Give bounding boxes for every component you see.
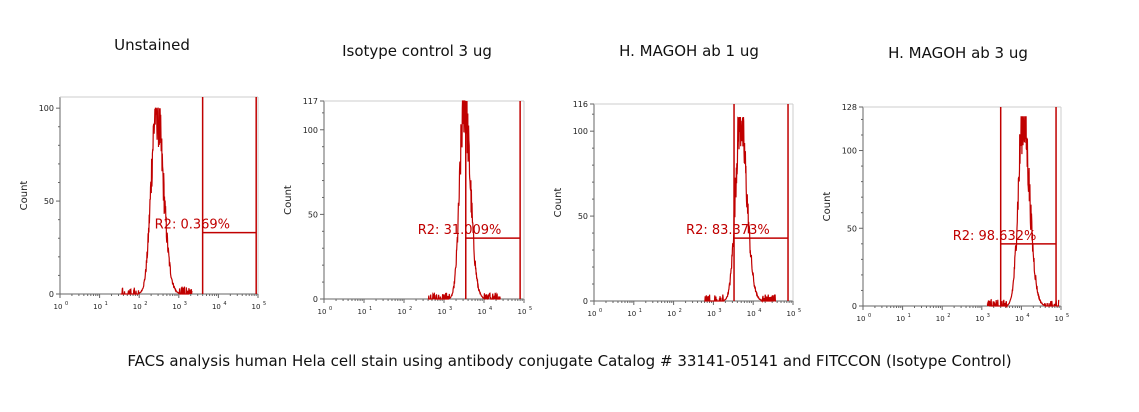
x-tick-exponent: 2 [679,308,682,314]
x-tick-exponent: 1 [639,308,642,314]
y-axis-label: Count [283,185,294,215]
y-max-label: 128 [842,103,857,112]
y-tick-label: 100 [303,126,318,135]
x-tick-label: 10 [478,308,487,316]
x-tick-label: 10 [588,310,597,318]
x-tick-label: 10 [54,303,63,311]
y-axis-label: Count [822,192,833,222]
gate-percentage-label: R2: 83.373% [686,223,770,238]
x-tick-label: 10 [358,308,367,316]
x-tick-label: 10 [896,315,905,323]
x-tick-label: 10 [627,310,636,318]
y-max-label: 116 [573,100,588,109]
y-tick-label: 100 [39,104,54,113]
y-tick-label: 50 [847,224,857,233]
x-tick-exponent: 0 [599,308,602,314]
x-tick-exponent: 2 [409,306,412,312]
x-tick-label: 10 [857,315,866,323]
x-tick-label: 10 [172,303,181,311]
x-tick-exponent: 3 [449,306,452,312]
x-tick-exponent: 5 [1066,313,1069,319]
y-tick-label: 0 [49,290,54,299]
gate-percentage-label: R2: 98.632% [953,229,1037,244]
figure-caption: FACS analysis human Hela cell stain usin… [127,352,1012,370]
y-tick-label: 0 [313,295,318,304]
x-tick-exponent: 4 [489,306,492,312]
x-tick-exponent: 4 [223,301,226,307]
x-tick-label: 10 [93,303,102,311]
y-tick-label: 50 [578,212,588,221]
x-tick-exponent: 5 [529,306,532,312]
panel-title-isotype: Isotype control 3 ug [342,42,492,60]
x-tick-label: 10 [1055,315,1064,323]
x-tick-exponent: 2 [947,313,950,319]
x-tick-exponent: 0 [868,313,871,319]
panel-title-magoh-3ug: H. MAGOH ab 3 ug [888,44,1028,62]
x-tick-label: 10 [318,308,327,316]
x-tick-exponent: 1 [908,313,911,319]
x-tick-exponent: 0 [65,301,68,307]
x-tick-label: 10 [1015,315,1024,323]
x-tick-exponent: 3 [718,308,721,314]
x-tick-exponent: 4 [1026,313,1029,319]
x-tick-exponent: 1 [369,306,372,312]
x-tick-exponent: 4 [758,308,761,314]
x-tick-label: 10 [975,315,984,323]
x-tick-label: 10 [212,303,221,311]
histogram-trace [704,116,776,304]
x-tick-label: 10 [707,310,716,318]
x-tick-label: 10 [398,308,407,316]
x-tick-label: 10 [518,308,527,316]
y-max-label: 117 [303,97,318,106]
y-tick-label: 100 [573,127,588,136]
y-axis-label: Count [19,181,30,211]
x-tick-label: 10 [438,308,447,316]
histogram-trace [986,116,1060,309]
x-tick-label: 10 [667,310,676,318]
x-tick-exponent: 3 [184,301,187,307]
x-tick-label: 10 [787,310,796,318]
y-tick-label: 50 [308,210,318,219]
x-tick-exponent: 3 [987,313,990,319]
panel-title-magoh-1ug: H. MAGOH ab 1 ug [619,42,759,60]
y-axis-label: Count [553,188,564,218]
histogram-trace [427,100,501,300]
x-tick-label: 10 [936,315,945,323]
x-tick-label: 10 [747,310,756,318]
y-tick-label: 0 [583,297,588,306]
x-tick-exponent: 2 [144,301,147,307]
x-tick-label: 10 [133,303,142,311]
gate-percentage-label: R2: 31.009% [418,223,502,238]
x-tick-exponent: 1 [105,301,108,307]
x-tick-exponent: 0 [329,306,332,312]
panel-title-unstained: Unstained [114,36,190,54]
gate-percentage-label: R2: 0.369% [155,218,230,233]
x-tick-exponent: 5 [263,301,266,307]
histogram-trace [120,107,193,295]
y-tick-label: 0 [852,302,857,311]
x-tick-label: 10 [252,303,261,311]
y-tick-label: 50 [44,197,54,206]
y-tick-label: 100 [842,147,857,156]
x-tick-exponent: 5 [798,308,801,314]
